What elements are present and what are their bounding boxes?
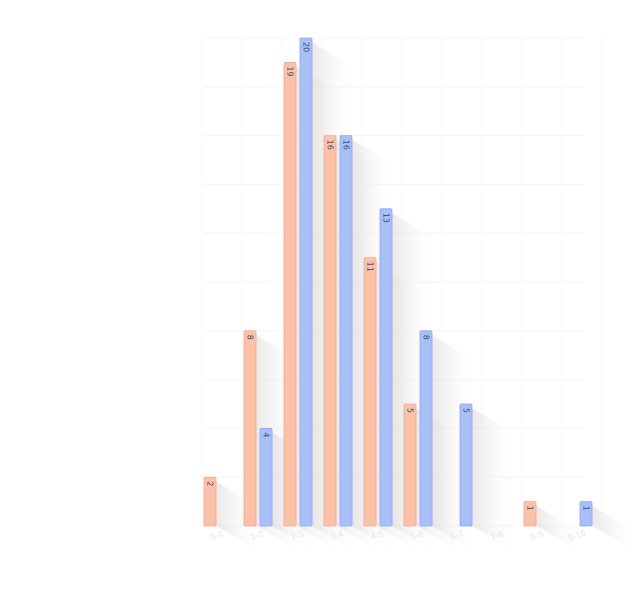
x-tick-label: 4-5 [369,529,384,542]
x-tick-labels: 0-1 1-2 2-3 3-4 4-5 5-6 6-7 7-8 8-9 9-10 [209,528,587,543]
bar-blue-5-6 [419,330,433,527]
x-tick-label: 0-1 [209,529,224,542]
bar-blue-6-7 [459,403,473,527]
x-tick-label: 2-3 [289,529,304,542]
bar-value-label: 19 [286,66,295,76]
bar-blue-4-5 [379,208,393,527]
bar-salmon-0-1 [203,476,217,527]
bar-blue-1-2 [259,427,273,527]
bar-shadow [472,408,518,552]
bar-value-label: 5 [462,408,471,413]
x-tick-label: 5-6 [409,529,424,542]
bar-blue-3-4 [339,135,353,527]
x-tick-label: 7-8 [489,529,504,542]
bar-value-label: 4 [262,432,271,437]
x-tick-label: 8-9 [529,529,544,542]
bar-value-label: 8 [422,335,431,340]
bar-value-label: 11 [366,262,375,272]
bar-value-label: 13 [382,213,391,223]
bar-shadow [592,505,637,552]
bar-salmon-1-2 [243,330,257,527]
bar-blue-9-10 [579,501,593,527]
bar-salmon-3-4 [323,135,337,527]
bar-shadow [216,481,262,552]
bar-shadow [536,505,582,552]
bar-value-label: 8 [246,335,255,340]
x-tick-label: 6-7 [449,529,464,542]
bar-value-label: 1 [582,506,591,511]
x-tick-label: 1-2 [249,529,264,542]
bar-value-label: 2 [206,481,215,486]
bars [203,37,593,527]
bar-salmon-4-5 [363,257,377,527]
bar-salmon-2-3 [283,62,297,527]
bar-salmon-5-6 [403,403,417,527]
bar-salmon-8-9 [523,501,537,527]
bar-blue-2-3 [299,37,313,527]
bar-value-label: 16 [342,140,351,150]
bar-value-label: 1 [526,506,535,511]
bar-value-label: 16 [326,140,335,150]
bar-value-label: 5 [406,408,415,413]
bar-value-label: 20 [302,42,311,52]
bar-labels: 2 8 19 16 11 5 1 4 20 16 13 8 5 1 [206,42,591,511]
x-tick-label: 3-4 [329,529,344,542]
